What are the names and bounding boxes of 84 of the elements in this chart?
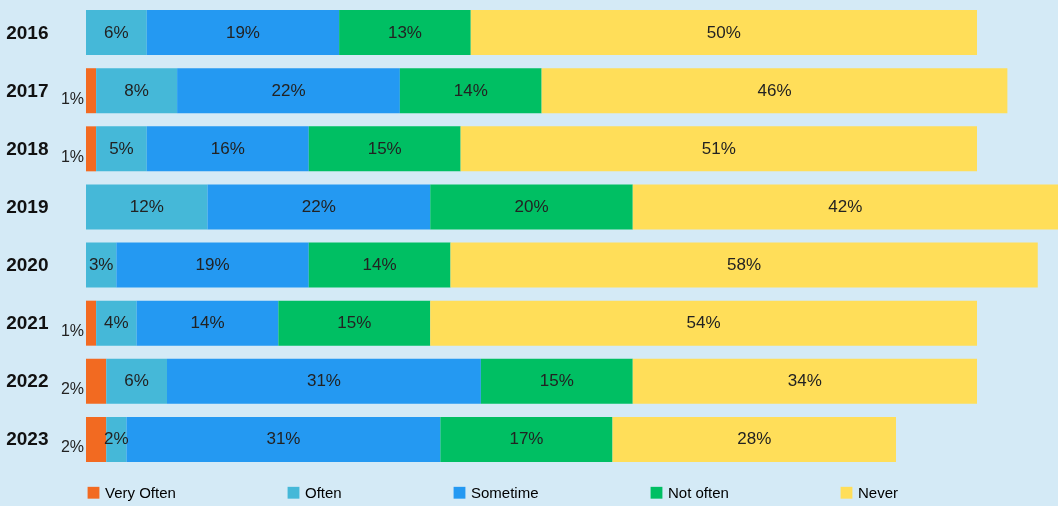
- data-label: 5%: [109, 138, 134, 158]
- bar: [167, 358, 481, 404]
- data-label: 15%: [337, 313, 372, 333]
- bar: [86, 68, 97, 114]
- data-label: 22%: [301, 196, 336, 216]
- bar: [470, 10, 977, 56]
- data-label: 14%: [190, 313, 225, 333]
- y-tick-label: 2019: [6, 195, 49, 217]
- bar: [146, 10, 340, 56]
- y-tick-label: 2023: [6, 428, 49, 450]
- data-label: 50%: [706, 22, 741, 42]
- data-label: 31%: [266, 429, 301, 449]
- bar: [86, 300, 97, 346]
- data-label: 2%: [60, 380, 84, 398]
- bar: [146, 126, 309, 172]
- bar: [96, 68, 178, 114]
- data-label: 58%: [727, 255, 762, 275]
- data-label: 2%: [60, 438, 84, 456]
- bar: [96, 300, 137, 346]
- data-label: 54%: [686, 313, 721, 333]
- bar: [136, 300, 279, 346]
- bar: [177, 68, 400, 114]
- bar: [86, 126, 97, 172]
- y-tick-label: 2021: [6, 312, 49, 334]
- data-label: 6%: [104, 22, 129, 42]
- y-tick-label: 2020: [6, 254, 49, 276]
- legend-label: Sometime: [471, 483, 539, 501]
- bar: [86, 358, 107, 404]
- bar: [399, 68, 542, 114]
- bar: [632, 184, 1058, 230]
- data-label: 3%: [88, 255, 114, 275]
- bar: [460, 126, 977, 172]
- legend-label: Not often: [668, 483, 729, 501]
- y-tick-label: 2018: [6, 137, 49, 159]
- y-tick-label: 2016: [6, 21, 49, 43]
- data-label: 16%: [210, 138, 245, 158]
- bar: [86, 10, 147, 56]
- data-label: 46%: [757, 80, 792, 100]
- data-label: 1%: [60, 147, 84, 165]
- legend-label: Never: [858, 483, 899, 501]
- data-label: 28%: [737, 429, 772, 449]
- bar: [430, 300, 977, 346]
- data-label: 14%: [453, 80, 488, 100]
- bar: [86, 416, 107, 462]
- y-tick-label: 2022: [6, 370, 49, 392]
- bar: [339, 10, 471, 56]
- bar: [96, 126, 147, 172]
- data-label: 15%: [539, 371, 574, 391]
- bar: [207, 184, 431, 230]
- y-tick-label: 2017: [6, 79, 49, 101]
- bar: [116, 242, 309, 288]
- bar: [632, 358, 977, 404]
- data-label: 19%: [225, 22, 260, 42]
- bar: [612, 416, 896, 462]
- data-label: 1%: [60, 322, 84, 340]
- bar: [541, 68, 1008, 114]
- bar: [480, 358, 633, 404]
- data-label: 17%: [509, 429, 544, 449]
- bar: [126, 416, 441, 462]
- data-label: 31%: [306, 371, 341, 391]
- bar: [278, 300, 431, 346]
- data-label: 51%: [701, 138, 736, 158]
- legend-label: Often: [305, 483, 342, 501]
- data-label: 20%: [514, 196, 549, 216]
- legend-label: Very Often: [105, 483, 176, 501]
- bar: [308, 242, 451, 288]
- bar: [450, 242, 1038, 288]
- data-label: 4%: [104, 313, 129, 333]
- bar: [308, 126, 461, 172]
- data-label: 34%: [787, 371, 822, 391]
- data-label: 1%: [60, 89, 84, 107]
- data-label: 19%: [195, 255, 230, 275]
- bar: [430, 184, 633, 230]
- bar: [440, 416, 613, 462]
- data-label: 42%: [828, 196, 863, 216]
- data-label: 8%: [124, 80, 149, 100]
- data-label: 6%: [124, 371, 149, 391]
- data-label: 22%: [271, 80, 306, 100]
- data-label: 12%: [129, 196, 164, 216]
- data-label: 15%: [367, 138, 402, 158]
- bar: [106, 358, 167, 404]
- bar: [86, 184, 208, 230]
- data-label: 13%: [387, 22, 422, 42]
- data-label: 14%: [362, 255, 397, 275]
